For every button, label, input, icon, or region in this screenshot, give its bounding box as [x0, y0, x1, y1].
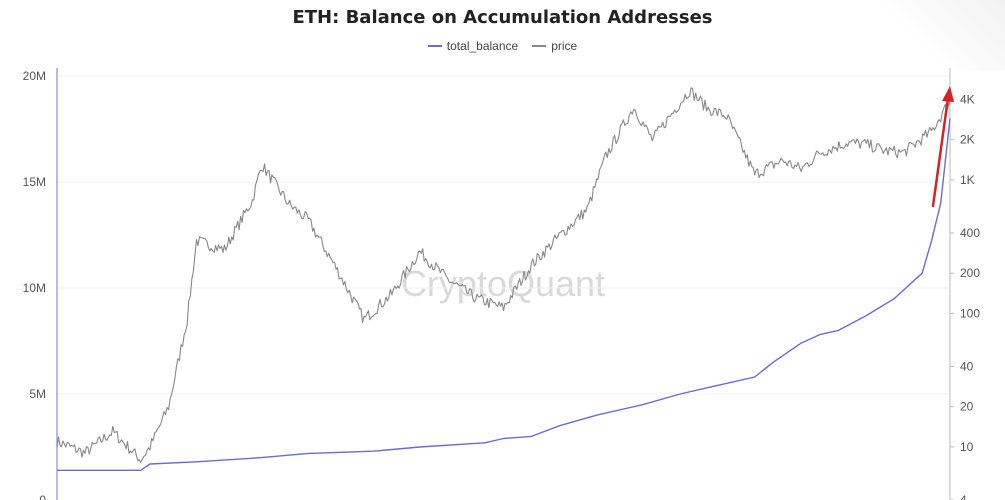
- legend-item-total-balance[interactable]: total_balance: [427, 39, 519, 53]
- legend: total_balance price: [0, 39, 1005, 53]
- right-tick-label: 200: [960, 266, 980, 280]
- corner-shade: [885, 0, 1005, 70]
- right-tick-label: 1K: [960, 173, 975, 187]
- right-tick-label: 4K: [960, 93, 975, 107]
- left-tick-label: 20M: [23, 69, 46, 83]
- legend-item-price[interactable]: price: [532, 39, 577, 53]
- legend-swatch-price: [532, 45, 547, 47]
- right-tick-label: 400: [960, 226, 980, 240]
- series-layer: [56, 87, 951, 471]
- left-tick-label: 15M: [23, 175, 46, 189]
- left-tick-label: 0: [39, 493, 46, 500]
- annotation: [931, 86, 954, 208]
- chart-title: ETH: Balance on Accumulation Addresses: [292, 7, 713, 28]
- right-tick-label: 2K: [960, 133, 975, 147]
- left-tick-label: 5M: [29, 387, 46, 401]
- left-tick-label: 10M: [23, 281, 46, 295]
- right-tick-label: 100: [960, 306, 980, 320]
- legend-label-total-balance: total_balance: [446, 39, 519, 53]
- right-tick-label: 40: [960, 360, 974, 374]
- right-tick-label: 10: [960, 440, 974, 454]
- right-tick-label: 4: [960, 493, 967, 500]
- right-tick-label: 20: [960, 400, 974, 414]
- grid-lines: [57, 75, 950, 395]
- red-arrow-head-icon: [942, 86, 954, 102]
- red-arrow-shaft: [931, 96, 950, 208]
- series-line-total-balance: [57, 118, 951, 471]
- legend-swatch-total-balance: [427, 45, 442, 47]
- legend-label-price: price: [551, 39, 578, 53]
- series-line-price: [56, 87, 951, 463]
- tick-labels: 0 5M 10M 15M 20M 4 10 20 40 100 200 400 1K 2K 4K: [23, 69, 980, 500]
- watermark: CryptoQuant: [401, 263, 605, 304]
